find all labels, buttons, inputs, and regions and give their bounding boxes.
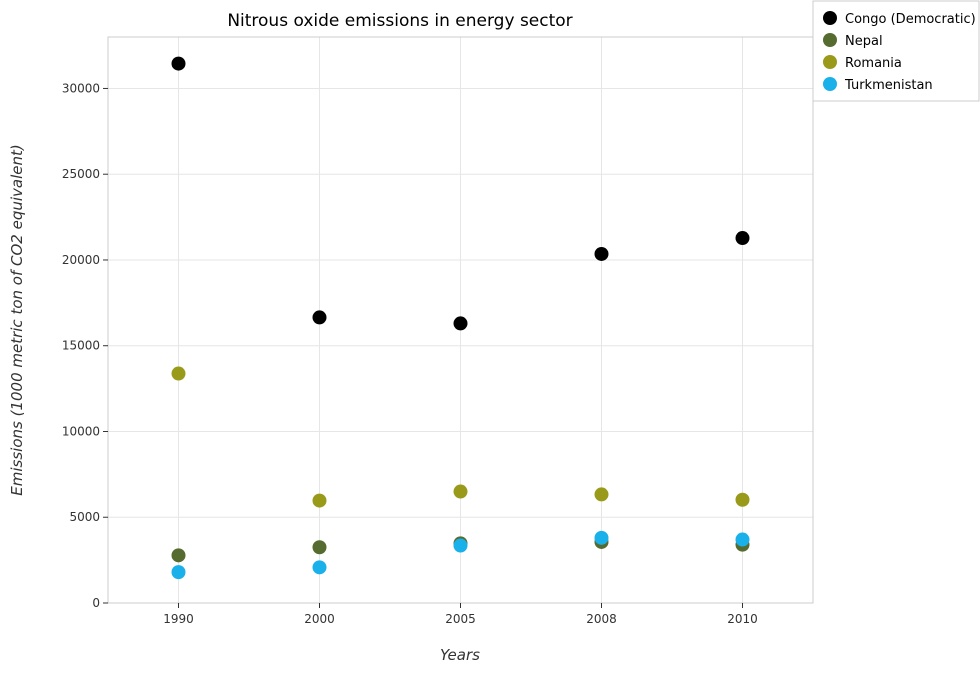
legend-label: Romania bbox=[845, 56, 902, 71]
data-points bbox=[171, 56, 750, 580]
y-tick-label: 5000 bbox=[69, 510, 100, 524]
data-point bbox=[312, 560, 327, 575]
data-point bbox=[171, 565, 186, 580]
x-axis-ticks: 1990 2000 2005 2008 2010 bbox=[163, 603, 758, 626]
data-point bbox=[453, 538, 468, 553]
x-tick-label: 2008 bbox=[586, 612, 617, 626]
data-point bbox=[312, 493, 327, 508]
legend-label: Turkmenistan bbox=[844, 78, 933, 93]
data-point bbox=[171, 56, 186, 71]
x-tick-label: 2010 bbox=[727, 612, 758, 626]
data-point bbox=[594, 530, 609, 545]
series-congo-democratic bbox=[171, 56, 750, 331]
data-point bbox=[312, 540, 327, 555]
legend-box bbox=[812, 0, 980, 102]
x-axis-label: Years bbox=[440, 646, 480, 664]
series-turkmenistan bbox=[171, 530, 750, 580]
x-tick-label: 2000 bbox=[304, 612, 335, 626]
data-point bbox=[594, 487, 609, 502]
legend-marker bbox=[823, 77, 837, 91]
y-axis-ticks: 0 5000 10000 15000 20000 25000 30000 bbox=[62, 81, 108, 610]
y-tick-label: 25000 bbox=[62, 167, 100, 181]
data-point bbox=[453, 484, 468, 499]
legend-label: Nepal bbox=[845, 34, 883, 49]
y-tick-label: 10000 bbox=[62, 424, 100, 438]
y-tick-label: 30000 bbox=[62, 81, 100, 95]
legend: Congo (Democratic) Nepal Romania Turkmenist… bbox=[812, 0, 980, 102]
data-point bbox=[171, 366, 186, 381]
data-point bbox=[735, 231, 750, 246]
y-axis-label: Emissions (1000 metric ton of CO2 equiva… bbox=[8, 144, 26, 495]
gridlines bbox=[108, 37, 813, 604]
x-tick-label: 1990 bbox=[163, 612, 194, 626]
chart-title: Nitrous oxide emissions in energy sector bbox=[227, 11, 572, 31]
data-point bbox=[171, 548, 186, 563]
y-tick-label: 15000 bbox=[62, 339, 100, 353]
series-romania bbox=[171, 366, 750, 508]
data-point bbox=[594, 246, 609, 261]
legend-marker bbox=[823, 55, 837, 69]
data-point bbox=[735, 492, 750, 507]
y-tick-label: 0 bbox=[92, 596, 100, 610]
legend-marker bbox=[823, 33, 837, 47]
legend-label: Congo (Democratic) bbox=[845, 12, 976, 27]
legend-marker bbox=[823, 11, 837, 25]
data-point bbox=[312, 310, 327, 325]
data-point bbox=[453, 316, 468, 331]
x-tick-label: 2005 bbox=[445, 612, 476, 626]
data-point bbox=[735, 532, 750, 547]
y-tick-label: 20000 bbox=[62, 253, 100, 267]
